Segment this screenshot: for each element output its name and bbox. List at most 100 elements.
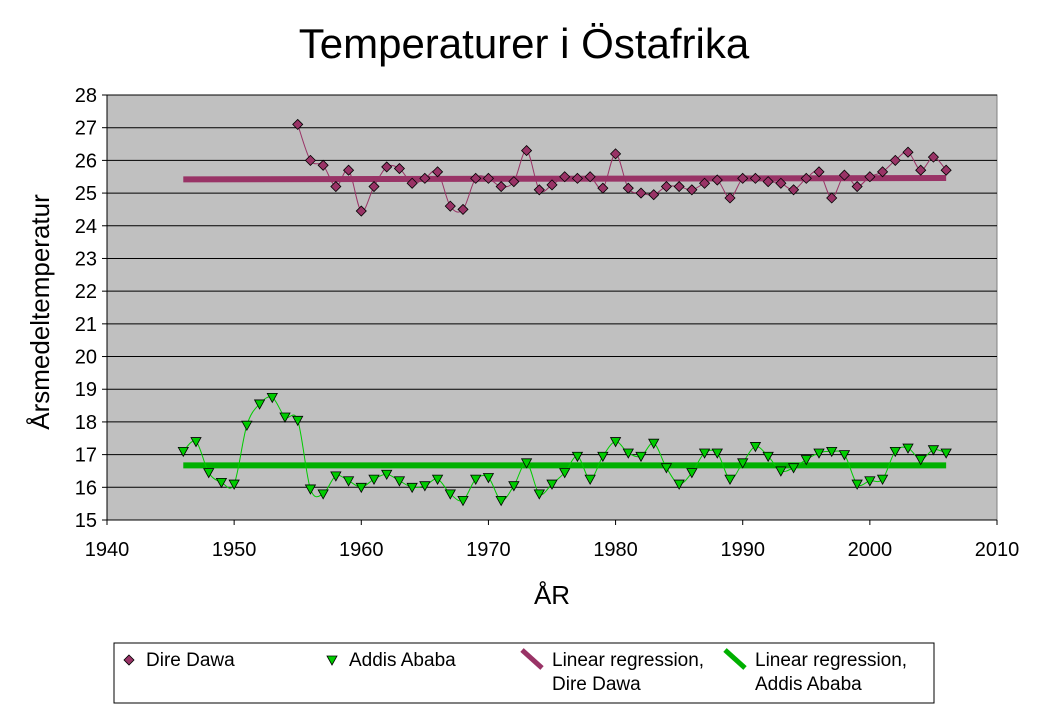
data-point-dire-dawa bbox=[508, 176, 520, 188]
data-point-addis-ababa bbox=[826, 446, 838, 458]
data-point-dire-dawa bbox=[559, 171, 571, 183]
x-tick-label: 1950 bbox=[212, 539, 257, 561]
data-point-dire-dawa bbox=[915, 164, 927, 176]
data-point-dire-dawa bbox=[432, 166, 444, 178]
data-point-addis-ababa bbox=[724, 474, 736, 485]
y-tick-label: 18 bbox=[75, 412, 97, 434]
data-point-dire-dawa bbox=[660, 180, 672, 193]
data-point-dire-dawa bbox=[444, 200, 456, 212]
data-point-dire-dawa bbox=[737, 172, 749, 184]
data-point-dire-dawa bbox=[597, 182, 609, 194]
data-point-addis-ababa bbox=[762, 451, 774, 463]
data-point-addis-ababa bbox=[546, 479, 558, 490]
data-point-dire-dawa bbox=[355, 205, 367, 217]
data-point-dire-dawa bbox=[927, 151, 939, 163]
data-point-dire-dawa bbox=[711, 174, 723, 186]
data-point-dire-dawa bbox=[940, 164, 952, 176]
x-tick-label: 1990 bbox=[720, 539, 765, 561]
data-point-addis-ababa bbox=[648, 438, 660, 449]
data-point-addis-ababa bbox=[800, 455, 812, 466]
data-point-addis-ababa bbox=[520, 458, 533, 469]
data-point-addis-ababa bbox=[902, 443, 914, 454]
data-point-dire-dawa bbox=[699, 177, 711, 189]
data-point-dire-dawa bbox=[788, 184, 800, 196]
y-tick-label: 23 bbox=[75, 248, 97, 270]
data-point-addis-ababa bbox=[533, 489, 545, 500]
legend-symbol-triangle bbox=[326, 655, 338, 666]
data-point-addis-ababa bbox=[190, 437, 202, 448]
gridlines bbox=[107, 94, 997, 488]
y-axis-title: Årsmedeltemperatur bbox=[25, 194, 55, 430]
data-point-dire-dawa bbox=[749, 172, 761, 184]
y-tick-label: 16 bbox=[75, 477, 97, 499]
legend-symbol-diamond bbox=[123, 654, 135, 666]
data-point-dire-dawa bbox=[800, 172, 812, 184]
data-point-addis-ababa bbox=[419, 481, 431, 492]
x-axis-title: ÅR bbox=[534, 580, 570, 610]
data-point-addis-ababa bbox=[609, 437, 622, 448]
data-point-addis-ababa bbox=[876, 474, 889, 485]
data-point-dire-dawa bbox=[419, 172, 431, 184]
data-point-dire-dawa bbox=[571, 172, 583, 184]
data-point-addis-ababa bbox=[698, 448, 711, 459]
data-point-addis-ababa bbox=[177, 446, 189, 458]
data-point-dire-dawa bbox=[406, 177, 418, 189]
legend-label: Dire Dawa bbox=[146, 650, 235, 671]
data-point-dire-dawa bbox=[838, 169, 850, 181]
data-point-dire-dawa bbox=[381, 161, 393, 173]
data-point-dire-dawa bbox=[521, 145, 533, 157]
data-point-addis-ababa bbox=[584, 474, 596, 485]
data-point-dire-dawa bbox=[622, 182, 634, 194]
data-point-dire-dawa bbox=[610, 148, 622, 160]
data-point-dire-dawa bbox=[495, 180, 507, 193]
data-point-addis-ababa bbox=[381, 469, 393, 481]
series-line-dire-dawa bbox=[297, 124, 947, 213]
data-point-addis-ababa bbox=[571, 451, 584, 463]
data-point-dire-dawa bbox=[648, 189, 660, 201]
data-point-addis-ababa bbox=[330, 471, 342, 482]
y-tick-label: 17 bbox=[75, 445, 97, 467]
data-point-addis-ababa bbox=[355, 482, 367, 494]
legend: Dire Dawa Addis Ababa Linear regression, Di… bbox=[113, 642, 935, 704]
data-point-addis-ababa bbox=[711, 448, 723, 459]
plot-area bbox=[106, 94, 998, 521]
data-point-addis-ababa bbox=[279, 412, 291, 423]
data-point-dire-dawa bbox=[584, 171, 596, 183]
data-point-dire-dawa bbox=[304, 154, 316, 166]
data-point-addis-ababa bbox=[444, 489, 456, 500]
data-point-addis-ababa bbox=[660, 463, 673, 474]
data-point-addis-ababa bbox=[470, 474, 482, 485]
data-point-dire-dawa bbox=[826, 192, 838, 204]
data-point-dire-dawa bbox=[851, 180, 863, 193]
y-tick-label: 21 bbox=[75, 314, 97, 336]
x-tick-label: 2010 bbox=[975, 539, 1020, 561]
x-tick-label: 1940 bbox=[85, 539, 130, 561]
data-point-addis-ababa bbox=[482, 473, 495, 484]
legend-label: Addis Ababa bbox=[755, 674, 862, 695]
y-tick-label: 25 bbox=[75, 183, 97, 205]
data-point-dire-dawa bbox=[330, 180, 342, 193]
legend-label: Linear regression, bbox=[755, 650, 907, 671]
data-point-addis-ababa bbox=[787, 463, 800, 474]
data-point-dire-dawa bbox=[724, 192, 736, 204]
data-point-addis-ababa bbox=[508, 481, 520, 492]
data-point-addis-ababa bbox=[457, 495, 469, 507]
data-point-addis-ababa bbox=[927, 445, 940, 456]
data-point-addis-ababa bbox=[215, 478, 228, 489]
data-point-addis-ababa bbox=[342, 476, 355, 487]
legend-label: Linear regression, bbox=[552, 650, 704, 671]
legend-item-regression-addis-ababa: Linear regression, Addis Ababa bbox=[723, 648, 907, 695]
data-point-dire-dawa bbox=[292, 118, 304, 130]
data-point-addis-ababa bbox=[597, 451, 609, 463]
y-tick-label: 20 bbox=[75, 347, 97, 369]
data-point-dire-dawa bbox=[533, 184, 545, 196]
data-point-addis-ababa bbox=[813, 448, 825, 459]
y-tick-label: 24 bbox=[75, 216, 97, 238]
legend-label: Addis Ababa bbox=[349, 650, 456, 671]
data-point-dire-dawa bbox=[877, 166, 889, 178]
data-point-dire-dawa bbox=[889, 154, 901, 166]
data-point-addis-ababa bbox=[686, 468, 698, 479]
data-point-addis-ababa bbox=[266, 393, 278, 404]
y-tick-label: 26 bbox=[75, 150, 97, 172]
data-point-dire-dawa bbox=[546, 179, 558, 191]
